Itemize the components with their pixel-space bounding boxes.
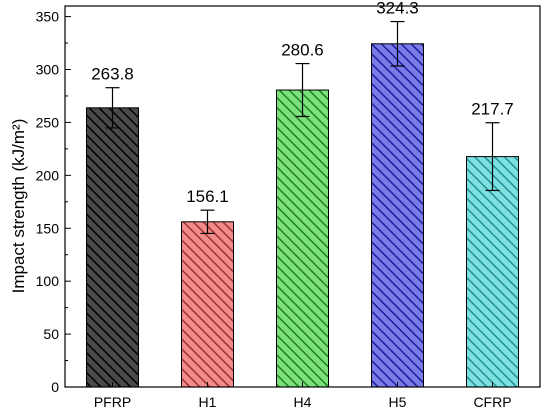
data-label-h5: 324.3 xyxy=(376,0,419,18)
y-tick-label: 250 xyxy=(36,114,60,130)
y-axis-title: Impact strength (kJ/m²) xyxy=(9,119,28,294)
x-tick-label-h5: H5 xyxy=(389,394,407,410)
y-tick-label: 150 xyxy=(36,220,60,236)
data-label-h1: 156.1 xyxy=(186,187,229,206)
bar-h5 xyxy=(371,43,424,388)
bars-layer xyxy=(86,20,519,388)
y-tick-label: 0 xyxy=(51,379,59,395)
error-bar-h4 xyxy=(295,62,310,118)
axes-layer xyxy=(64,5,541,388)
y-tick-label: 350 xyxy=(36,9,60,25)
data-label-cfrp: 217.7 xyxy=(471,100,514,119)
y-tick-label: 100 xyxy=(36,273,60,289)
bar-h4 xyxy=(276,89,329,388)
bar-h1 xyxy=(181,221,234,388)
bar-pfrp xyxy=(86,107,139,388)
y-tick-label: 200 xyxy=(36,167,60,183)
error-bar-cfrp xyxy=(485,122,500,192)
x-tick-label-h4: H4 xyxy=(294,394,312,410)
error-bar-h1 xyxy=(200,209,215,235)
labels-layer: 263.8 PFRP 156.1 H1 280.6 H4 324.3 H5 217.7 CFRP 0… xyxy=(36,0,514,410)
x-tick-label-h1: H1 xyxy=(199,394,217,410)
plot-frame xyxy=(64,5,541,388)
y-tick-label: 300 xyxy=(36,62,60,78)
x-tick-label-pfrp: PFRP xyxy=(94,394,131,410)
y-tick-label: 50 xyxy=(43,326,59,342)
data-label-h4: 280.6 xyxy=(281,41,324,60)
bar-cfrp xyxy=(466,156,519,388)
data-label-pfrp: 263.8 xyxy=(91,65,134,84)
x-tick-label-cfrp: CFRP xyxy=(473,394,511,410)
error-bar-pfrp xyxy=(105,87,120,129)
error-bar-h5 xyxy=(390,20,405,67)
